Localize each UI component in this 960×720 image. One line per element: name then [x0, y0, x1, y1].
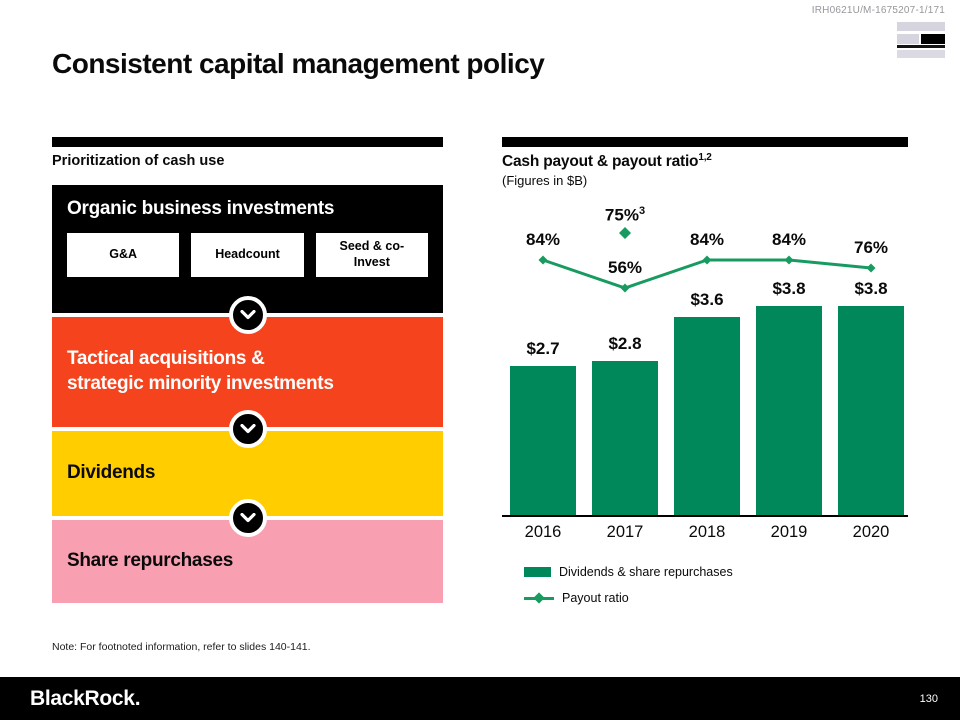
- stage-tactical-label-line2: strategic minority investments: [67, 373, 334, 394]
- stage-repurchases-label: Share repurchases: [67, 550, 233, 572]
- chart-title-text: Cash payout & payout ratio: [502, 153, 699, 171]
- right-panel-rule: [502, 137, 908, 147]
- bar-2017: [592, 361, 658, 515]
- corner-logo-bar-3: [897, 45, 945, 48]
- payout-ratio-label-2020: 76%: [853, 238, 889, 257]
- bar-value-label-2020: $3.8: [854, 279, 888, 298]
- stage-organic-label: Organic business investments: [67, 198, 335, 219]
- cash-use-flow: Organic business investments G&A Headcou…: [52, 185, 443, 603]
- x-axis-label-2019: 2019: [770, 523, 808, 541]
- document-id: IRH0621U/M-1675207-1/171: [811, 5, 945, 16]
- legend-line-label: Payout ratio: [562, 591, 629, 605]
- stage-tactical-acquisitions: Tactical acquisitions & strategic minori…: [52, 317, 443, 427]
- corner-logo-bar-1: [897, 22, 945, 31]
- footnote: Note: For footnoted information, refer t…: [52, 641, 311, 653]
- left-panel-rule: [52, 137, 443, 147]
- bar-2019: [756, 306, 822, 515]
- chevron-down-icon: [228, 499, 267, 537]
- chart-title-superscript: 1,2: [698, 152, 712, 163]
- cash-use-panel: Prioritization of cash use Organic busin…: [52, 137, 443, 603]
- page-title: Consistent capital management policy: [52, 48, 545, 79]
- stage-dividends-label: Dividends: [67, 462, 156, 484]
- chart-legend: Dividends & share repurchases Payout rat…: [524, 565, 733, 617]
- bar-2016: [510, 366, 576, 515]
- sub-box-seed-coinvest: Seed & co-Invest: [315, 233, 428, 277]
- page-number: 130: [919, 692, 938, 705]
- chevron-down-icon: [228, 410, 267, 448]
- legend-line-diamond-icon: [533, 591, 545, 604]
- payout-ratio-label-2017: 56%: [607, 258, 643, 277]
- corner-logo-bar-2: [897, 34, 945, 44]
- legend-item-bars: Dividends & share repurchases: [524, 565, 733, 579]
- bar-value-label-2016: $2.7: [526, 339, 560, 358]
- corner-logo-bar-4: [897, 50, 945, 58]
- bar-value-label-2017: $2.8: [608, 334, 642, 353]
- x-axis-label-2016: 2016: [524, 523, 562, 541]
- stage-tactical-label-line1: Tactical acquisitions &: [67, 348, 265, 370]
- stage-organic-investments: Organic business investments G&A Headcou…: [52, 185, 443, 313]
- x-axis-label-2020: 2020: [852, 523, 890, 541]
- blackrock-logo: BlackRock.: [30, 686, 141, 710]
- legend-bar-label: Dividends & share repurchases: [559, 565, 733, 579]
- chart-title: Cash payout & payout ratio1,2: [502, 152, 712, 171]
- payout-ratio-label-2018: 84%: [689, 230, 725, 249]
- annotation-superscript: 3: [638, 205, 646, 217]
- chevron-down-icon: [228, 296, 267, 334]
- payout-ratio-label-2016: 84%: [525, 230, 561, 249]
- x-axis-label-2018: 2018: [688, 523, 726, 541]
- legend-line-swatch: [524, 591, 554, 604]
- chart-subtitle: (Figures in $B): [502, 173, 588, 188]
- corner-logo-bar-2-left: [897, 34, 919, 44]
- payout-ratio-annotation-label: 75%3: [585, 205, 665, 226]
- payout-ratio-label-2019: 84%: [771, 230, 807, 249]
- bar-value-label-2018: $3.6: [690, 290, 724, 309]
- organic-sub-items: G&A Headcount Seed & co-Invest: [67, 233, 428, 277]
- footer-bar: BlackRock. 130: [0, 677, 960, 720]
- left-panel-heading: Prioritization of cash use: [52, 153, 225, 169]
- cash-payout-panel: Cash payout & payout ratio1,2 (Figures i…: [502, 137, 908, 605]
- chart-plot-area: $2.7 84% $2.8 56% $3.6 84% $3.8 84% $3.8 76% 75%3: [502, 200, 908, 517]
- corner-logo-icon: [897, 22, 945, 58]
- sub-box-headcount: Headcount: [191, 233, 304, 277]
- corner-logo-bar-2-right: [921, 34, 945, 44]
- x-axis-label-2017: 2017: [606, 523, 644, 541]
- x-axis-labels: 2016 2017 2018 2019 2020: [502, 523, 908, 545]
- bar-2020: [838, 306, 904, 515]
- bar-2018: [674, 317, 740, 515]
- sub-box-ga: G&A: [67, 233, 180, 277]
- bar-value-label-2019: $3.8: [772, 279, 806, 298]
- legend-bar-swatch: [524, 567, 551, 577]
- legend-item-line: Payout ratio: [524, 591, 733, 605]
- annotation-value: 75%: [604, 205, 639, 225]
